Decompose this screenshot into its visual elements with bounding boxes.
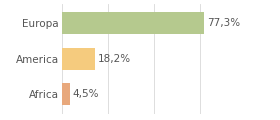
Text: 77,3%: 77,3%	[207, 18, 240, 28]
Text: 4,5%: 4,5%	[72, 89, 99, 99]
Bar	[62, 12, 204, 34]
Bar	[62, 83, 70, 105]
Text: 18,2%: 18,2%	[97, 54, 130, 64]
Bar	[62, 48, 95, 70]
